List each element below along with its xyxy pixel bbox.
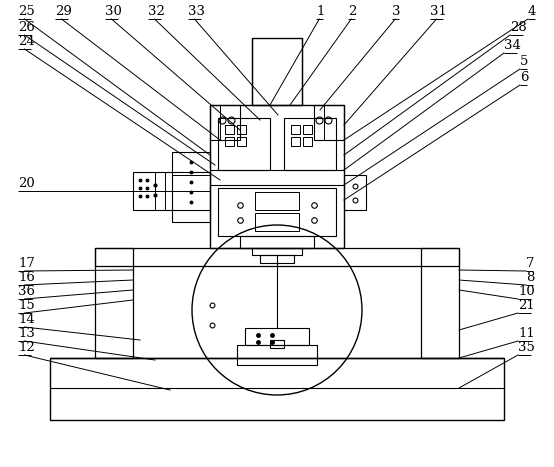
Text: 12: 12 — [18, 341, 35, 354]
Text: 2: 2 — [348, 5, 356, 18]
Bar — [225, 125, 234, 134]
Bar — [421, 248, 459, 358]
Bar — [95, 248, 459, 266]
Text: 36: 36 — [18, 285, 35, 298]
Text: 30: 30 — [105, 5, 122, 18]
Text: 29: 29 — [55, 5, 72, 18]
Bar — [255, 192, 299, 210]
Bar — [255, 213, 299, 231]
Text: 13: 13 — [18, 327, 35, 340]
Text: 3: 3 — [392, 5, 401, 18]
Text: 25: 25 — [18, 5, 35, 18]
Text: 10: 10 — [518, 285, 535, 298]
Text: 35: 35 — [518, 341, 535, 354]
Text: 5: 5 — [520, 55, 529, 68]
Bar — [252, 38, 302, 105]
Bar — [291, 137, 300, 146]
Text: 33: 33 — [188, 5, 205, 18]
Text: 4: 4 — [528, 5, 536, 18]
Bar — [240, 236, 314, 248]
Bar — [210, 105, 240, 140]
Bar — [252, 248, 302, 255]
Bar — [303, 125, 312, 134]
Bar — [284, 118, 336, 170]
Text: 17: 17 — [18, 257, 35, 270]
Text: 21: 21 — [518, 299, 535, 312]
Bar — [237, 345, 317, 365]
Text: 15: 15 — [18, 299, 35, 312]
Bar — [237, 125, 246, 134]
Text: 14: 14 — [18, 313, 35, 326]
Bar — [133, 172, 210, 210]
Bar — [50, 358, 504, 420]
Bar — [245, 328, 309, 345]
Bar — [291, 125, 300, 134]
Text: 16: 16 — [18, 271, 35, 284]
Bar — [210, 105, 344, 248]
Bar — [344, 175, 366, 210]
Bar — [314, 105, 344, 140]
Bar — [303, 137, 312, 146]
Text: 6: 6 — [520, 71, 529, 84]
Bar — [270, 340, 284, 348]
Text: 20: 20 — [18, 177, 35, 190]
Text: 7: 7 — [526, 257, 535, 270]
Text: 11: 11 — [518, 327, 535, 340]
Bar — [237, 137, 246, 146]
Text: 32: 32 — [148, 5, 165, 18]
Text: 34: 34 — [504, 39, 521, 52]
Bar — [218, 188, 336, 236]
Bar — [172, 152, 210, 222]
Bar — [218, 118, 270, 170]
Text: 31: 31 — [430, 5, 447, 18]
Bar — [260, 255, 294, 263]
Text: 28: 28 — [510, 21, 527, 34]
Bar — [225, 137, 234, 146]
Text: 1: 1 — [316, 5, 325, 18]
Bar — [95, 248, 133, 358]
Text: 8: 8 — [526, 271, 535, 284]
Text: 26: 26 — [18, 21, 35, 34]
Text: 24: 24 — [18, 35, 35, 48]
